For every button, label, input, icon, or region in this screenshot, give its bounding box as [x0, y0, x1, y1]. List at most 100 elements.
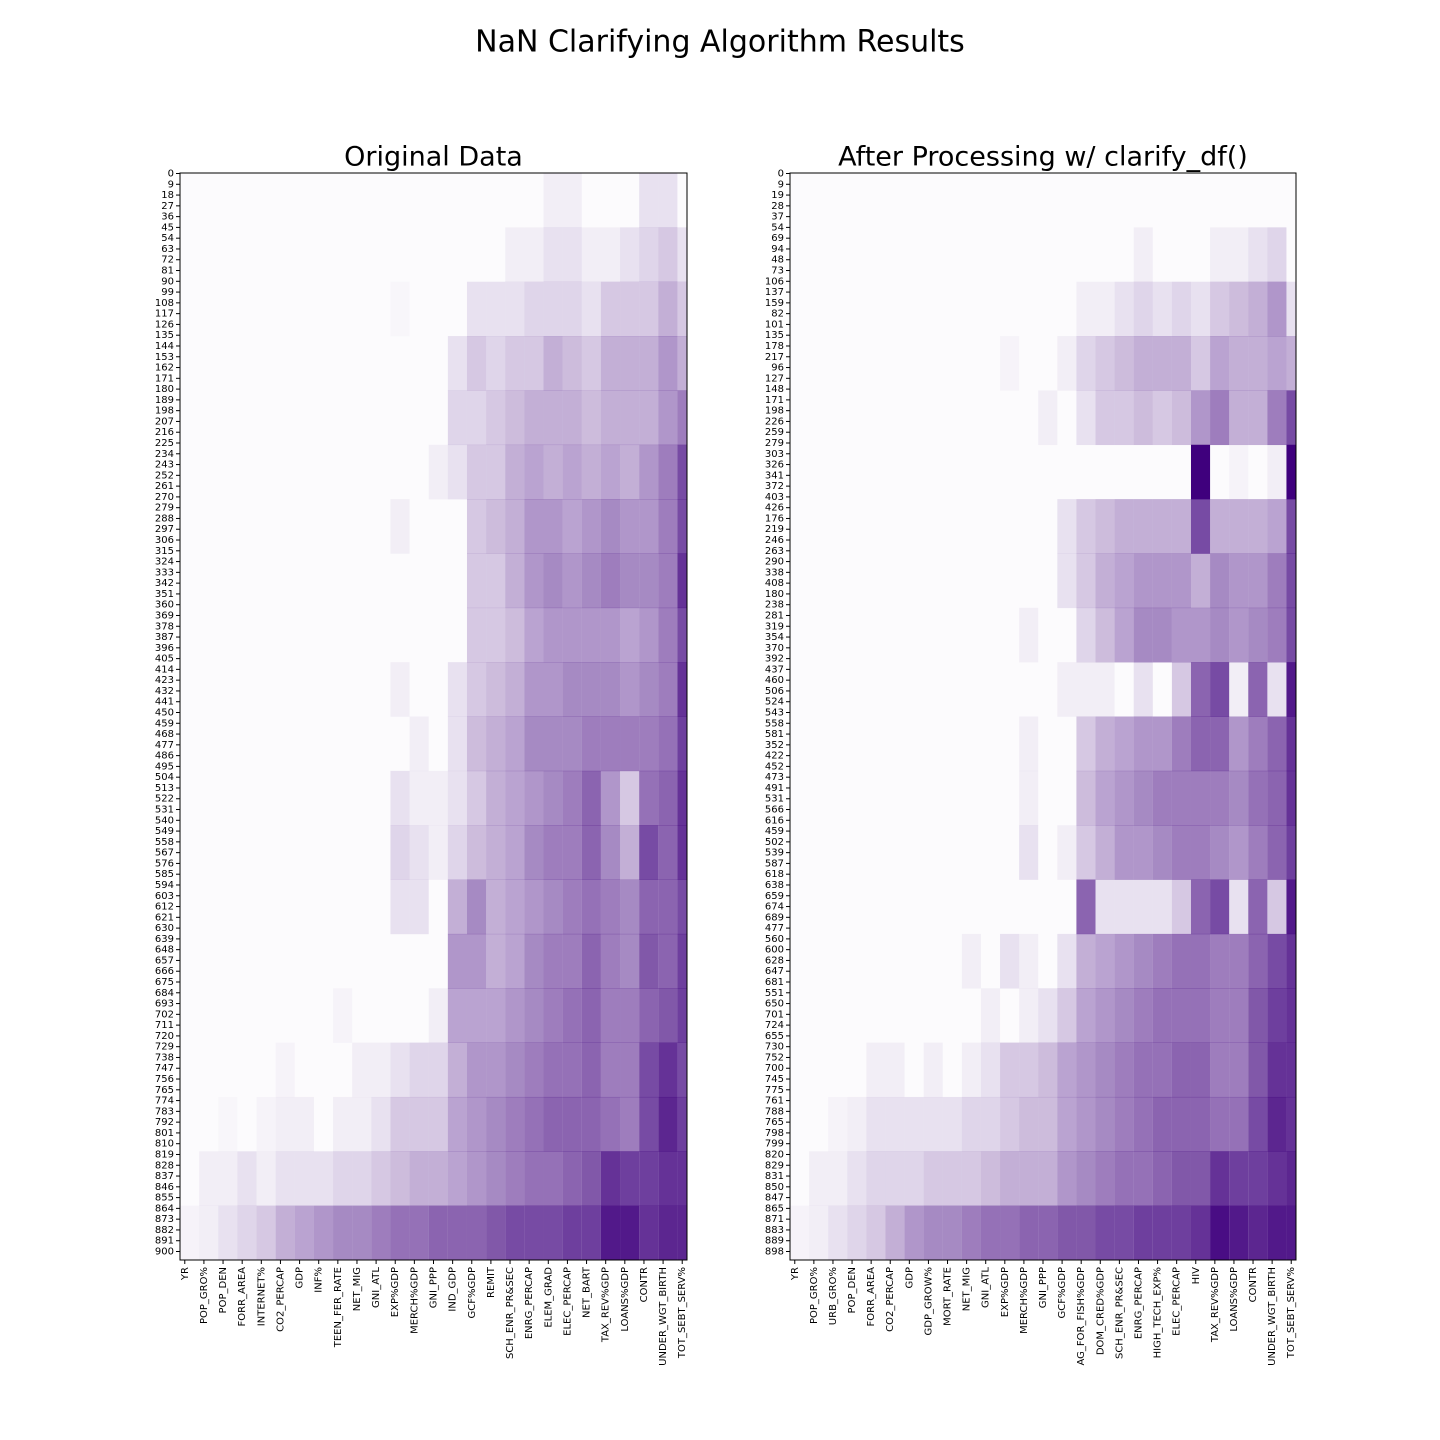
heatmap-cell: [1076, 390, 1096, 446]
heatmap-cell: [276, 717, 295, 772]
heatmap-cell: [866, 1205, 886, 1261]
heatmap-cell: [1210, 716, 1230, 772]
heatmap-cell: [410, 608, 429, 663]
x-tick-label: CONTR: [639, 1267, 650, 1302]
y-tick-label: 372: [765, 481, 784, 492]
heatmap-cell: [885, 390, 904, 445]
heatmap-cell: [620, 988, 640, 1043]
heatmap-cell: [1190, 933, 1211, 989]
heatmap-cell: [276, 608, 295, 663]
y-tick-label: 378: [155, 621, 174, 632]
heatmap-cell: [923, 1042, 943, 1098]
heatmap-cell: [924, 336, 943, 391]
heatmap-cell: [180, 717, 199, 772]
heatmap-cell: [1286, 553, 1296, 609]
heatmap-cell: [639, 879, 659, 935]
heatmap-cell: [847, 608, 866, 663]
y-tick-label: 54: [161, 233, 174, 244]
heatmap-cell: [562, 553, 582, 609]
heatmap-cell: [809, 336, 828, 391]
heatmap-cell: [981, 934, 1000, 989]
heatmap-cell: [943, 662, 962, 717]
heatmap-cell: [904, 1151, 924, 1206]
heatmap-cell: [486, 281, 506, 337]
heatmap-cell: [1190, 1042, 1211, 1098]
heatmap-cell: [448, 227, 467, 282]
y-tick-label: 432: [155, 686, 174, 697]
heatmap-cell: [1057, 771, 1076, 826]
heatmap-panel: Original Data YR POP_GRO% POP_DEN FORR_AREA I…: [155, 142, 688, 1366]
heatmap-cell: [924, 173, 943, 228]
y-tick-label: 460: [765, 675, 784, 686]
heatmap-cell: [600, 716, 621, 772]
heatmap-cell: [658, 607, 678, 663]
heatmap-cell: [1038, 336, 1057, 391]
heatmap-cell: [1095, 607, 1115, 663]
heatmap-cell: [352, 717, 371, 772]
heatmap-cell: [790, 880, 809, 935]
heatmap-cell: [466, 1151, 487, 1206]
heatmap-cell: [371, 988, 390, 1043]
heatmap-cell: [1152, 770, 1172, 826]
heatmap-cell: [199, 662, 218, 717]
heatmap-cell: [352, 499, 371, 554]
heatmap-cell: [486, 553, 506, 609]
heatmap-cell: [390, 336, 409, 391]
heatmap-cell: [237, 1097, 256, 1152]
x-tick-label: NET_MIG: [962, 1267, 973, 1311]
heatmap-cell: [429, 227, 448, 282]
heatmap-cell: [924, 445, 943, 500]
heatmap-cell: [790, 499, 809, 554]
heatmap-cell: [1210, 825, 1230, 880]
heatmap-cell: [371, 1042, 391, 1098]
heatmap-cell: [466, 499, 487, 554]
heatmap-cell: [237, 988, 256, 1043]
heatmap-cell: [199, 1151, 219, 1206]
heatmap-cell: [1171, 988, 1191, 1043]
heatmap-cell: [371, 717, 390, 772]
heatmap-cell: [237, 1043, 256, 1098]
heatmap-cell: [581, 390, 601, 446]
heatmap-cell: [866, 390, 885, 445]
heatmap-cell: [1229, 988, 1249, 1043]
x-tick-label: GNI_ATL: [371, 1267, 382, 1308]
heatmap-cell: [1076, 1205, 1096, 1261]
heatmap-cell: [847, 1043, 866, 1098]
heatmap-cell: [448, 553, 467, 608]
y-tick-label: 659: [765, 891, 784, 902]
heatmap-cell: [905, 934, 924, 989]
heatmap-cell: [1190, 390, 1211, 446]
heatmap-cell: [600, 988, 621, 1043]
heatmap-cell: [486, 1042, 506, 1098]
heatmap-cell: [847, 1205, 867, 1261]
heatmap-cell: [1076, 445, 1095, 500]
heatmap-cell: [1038, 553, 1057, 608]
y-tick-label: 650: [765, 999, 784, 1010]
heatmap-cell: [466, 336, 487, 391]
heatmap-cell: [447, 1151, 467, 1206]
y-tick-label: 408: [765, 578, 784, 589]
heatmap-cell: [410, 662, 429, 717]
heatmap-cell: [466, 607, 487, 663]
heatmap-cell: [486, 988, 506, 1043]
heatmap-cell: [1057, 390, 1076, 445]
heatmap-cell: [620, 553, 640, 609]
heatmap-cell: [1076, 988, 1096, 1043]
panel-title: Original Data: [344, 142, 523, 173]
heatmap-cell: [905, 662, 924, 717]
heatmap-cell: [410, 499, 429, 554]
heatmap-cell: [257, 1043, 276, 1098]
x-tick-label: TOT_SEBT_SERV%: [1286, 1267, 1297, 1359]
x-tick-label: MERCH%GDP: [1019, 1267, 1030, 1334]
y-tick-label: 459: [765, 826, 784, 837]
heatmap-cell: [1095, 499, 1115, 554]
y-tick-label: 45: [161, 222, 174, 233]
heatmap-cell: [828, 1043, 847, 1098]
heatmap-cell: [543, 390, 563, 446]
heatmap-cell: [314, 227, 333, 282]
heatmap-cell: [1248, 770, 1268, 826]
heatmap-cell: [600, 662, 621, 717]
heatmap-cell: [333, 553, 352, 608]
heatmap-cell: [562, 607, 582, 663]
heatmap-cell: [1248, 662, 1268, 717]
